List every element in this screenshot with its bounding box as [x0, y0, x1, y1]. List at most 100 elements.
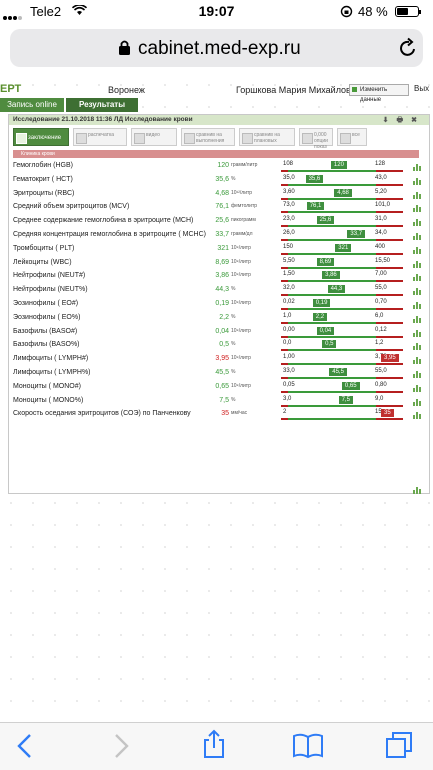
- chart-icon[interactable]: [413, 398, 421, 406]
- test-name: Эозинофилы ( EO#): [13, 300, 79, 307]
- all-button[interactable]: все: [337, 128, 367, 146]
- scale-line: [281, 280, 403, 283]
- test-value: 35,6: [215, 175, 229, 183]
- test-value: 8,69: [215, 258, 229, 266]
- test-unit: 10¹²/литр: [231, 189, 253, 196]
- chart-icon[interactable]: [413, 371, 421, 378]
- normal-range: [288, 418, 377, 421]
- range-low: 35,0: [283, 174, 295, 181]
- forward-icon[interactable]: [112, 733, 130, 759]
- scale-line: [281, 183, 403, 186]
- city[interactable]: Воронеж: [108, 85, 145, 95]
- table-row: Базофилы (BASO%) 0,5% 0,0 1,2 0,5: [13, 340, 425, 353]
- exit-link[interactable]: Вых: [414, 84, 430, 93]
- compare-all-button[interactable]: сравнив на выполнения: [181, 128, 235, 146]
- test-name: Моноциты ( MONO%): [13, 396, 84, 404]
- normal-range: [288, 321, 377, 324]
- reference-scale: 150 400 321: [281, 243, 403, 257]
- scale-line: [281, 418, 403, 421]
- test-unit: грамм/литр: [231, 162, 258, 168]
- reload-icon[interactable]: [398, 37, 418, 58]
- conclusion-button[interactable]: заключение: [13, 128, 69, 146]
- range-high: 0,70: [375, 299, 387, 305]
- range-low: 1,50: [283, 271, 295, 278]
- scale-line: [281, 335, 403, 338]
- chart-icon[interactable]: [413, 191, 421, 199]
- bookmarks-icon[interactable]: [292, 733, 324, 759]
- chart-icon[interactable]: [413, 164, 421, 171]
- chart-icon[interactable]: [413, 315, 421, 323]
- range-high: 5,20: [375, 188, 387, 195]
- show-options-button[interactable]: 0,000 опции показ: [299, 128, 333, 150]
- table-row: Скорость оседания эритроцитов (СОЭ) по П…: [13, 409, 425, 422]
- test-value: 0,19: [215, 300, 229, 307]
- chart-icon[interactable]: [413, 329, 421, 337]
- range-high: 15: [375, 409, 382, 416]
- normal-range: [288, 183, 377, 186]
- chart-icon[interactable]: [413, 233, 421, 240]
- table-row: Моноциты ( MONO%) 7,5% 3,0 9,0 7,5: [13, 395, 425, 409]
- value-marker: 0,19: [312, 299, 331, 307]
- change-data-button[interactable]: Изменить данные: [349, 84, 409, 103]
- normal-range: [288, 308, 377, 310]
- test-value: 120: [217, 162, 229, 169]
- range-high: 15,50: [375, 257, 391, 264]
- scale-line: [281, 390, 403, 393]
- normal-range: [288, 363, 377, 366]
- normal-range: [288, 349, 377, 352]
- chart-icon[interactable]: [413, 412, 421, 420]
- back-icon[interactable]: [16, 733, 34, 759]
- value-marker: 44,3: [327, 285, 346, 294]
- value-marker: 25,6: [316, 216, 335, 225]
- value-marker: 8,69: [316, 257, 335, 266]
- video-button[interactable]: видео: [131, 128, 177, 146]
- range-low: 73,0: [283, 202, 295, 209]
- value-marker: 321: [335, 243, 352, 252]
- url-text[interactable]: cabinet.med-exp.ru: [138, 38, 301, 59]
- tab-results[interactable]: Результаты: [66, 98, 138, 112]
- chart-icon[interactable]: [413, 246, 421, 254]
- chart-icon[interactable]: [413, 177, 421, 185]
- normal-range: [288, 170, 377, 172]
- range-low: 23,0: [283, 216, 295, 223]
- tab-online[interactable]: Запись online: [0, 98, 64, 112]
- test-unit: пикограмм: [231, 217, 256, 224]
- chart-icon[interactable]: [413, 274, 421, 282]
- test-unit: %: [231, 369, 236, 375]
- table-row: Средний объем эритроцитов (MCV) 76,1 фемто…: [13, 202, 425, 215]
- test-unit: 10⁹/литр: [231, 382, 251, 389]
- print-button[interactable]: распечатка: [73, 128, 127, 146]
- share-icon[interactable]: [203, 729, 225, 759]
- test-unit: %: [231, 341, 236, 348]
- scale-line: [281, 377, 403, 379]
- range-low: 3,60: [283, 188, 295, 195]
- chart-icon[interactable]: [413, 357, 421, 365]
- range-low: 0,00: [283, 326, 295, 333]
- chart-icon[interactable]: [413, 288, 421, 296]
- chart-icon[interactable]: [413, 384, 421, 392]
- chart-icon[interactable]: [413, 205, 421, 213]
- test-name: Гематокрит ( HCT): [13, 175, 73, 183]
- table-row: Лейкоциты (WBC) 8,69 10⁹/литр 5,50 15,50 8,69: [13, 257, 425, 271]
- chart-icon[interactable]: [413, 487, 421, 494]
- reference-scale: 33,0 55,0 45,5: [281, 368, 403, 381]
- panel-actions[interactable]: ⬇🖶✖: [382, 117, 425, 124]
- value-marker: 4,68: [334, 188, 352, 197]
- reference-scale: 26,0 34,0 33,7: [281, 230, 403, 243]
- chart-icon[interactable]: [413, 260, 421, 268]
- chart-icon[interactable]: [413, 343, 421, 351]
- test-value: 45,5: [215, 369, 229, 376]
- scale-line: [281, 294, 403, 297]
- test-value: 25,6: [215, 217, 229, 225]
- chart-icon[interactable]: [413, 219, 421, 227]
- table-row: Средняя концентрация гемоглобина в эритр…: [13, 230, 425, 243]
- range-high: 101,0: [375, 202, 391, 209]
- range-low: 33,0: [283, 368, 295, 374]
- address-bar[interactable]: cabinet.med-exp.ru: [10, 29, 423, 67]
- compare-planned-button[interactable]: сравнив на плановых: [239, 128, 295, 146]
- chart-icon[interactable]: [413, 302, 421, 309]
- table-row: Гемоглобин (HGB) 120 грамм/литр 108 128 120: [13, 161, 425, 174]
- reference-scale: 0,02 0,70 0,19: [281, 299, 403, 312]
- tabs-icon[interactable]: [385, 731, 413, 759]
- site-logo[interactable]: ЕРТ: [0, 83, 22, 95]
